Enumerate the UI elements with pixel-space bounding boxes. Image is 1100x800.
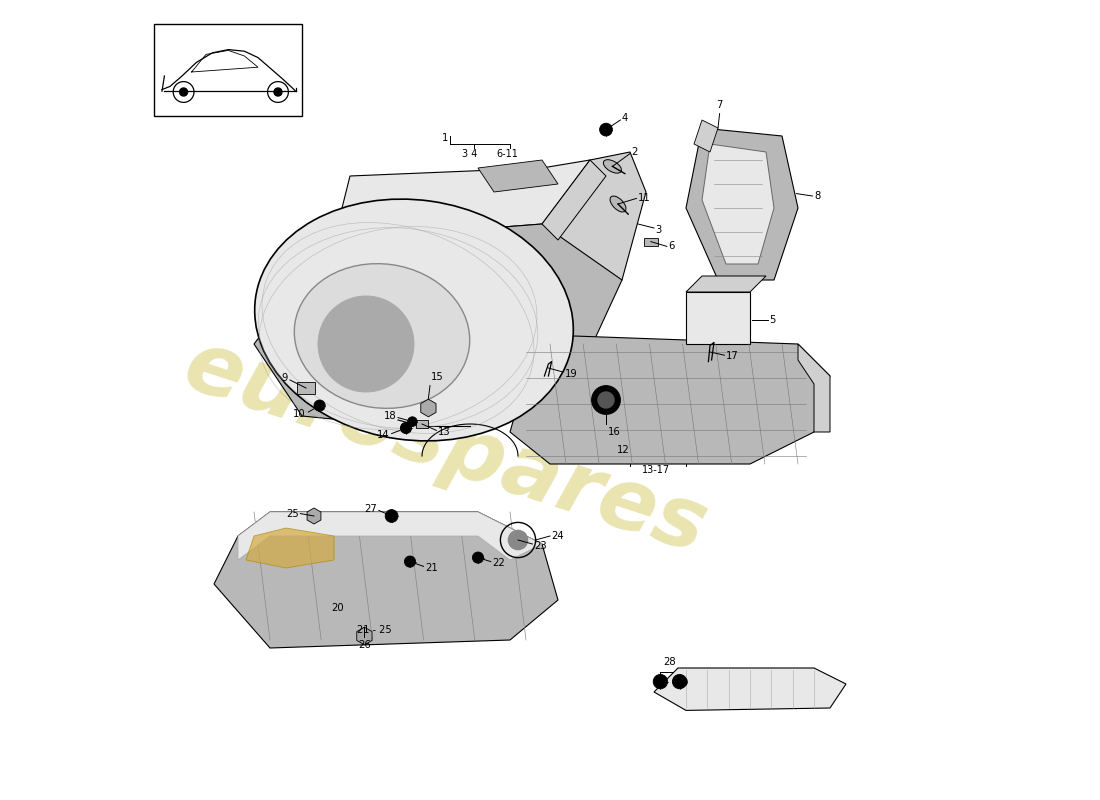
Text: 22: 22 <box>493 558 505 568</box>
Polygon shape <box>702 144 774 264</box>
Text: 30: 30 <box>654 678 667 688</box>
Polygon shape <box>798 344 830 432</box>
Circle shape <box>472 552 484 563</box>
Text: 21 - 25: 21 - 25 <box>356 625 392 634</box>
Circle shape <box>400 422 411 434</box>
Circle shape <box>653 674 668 689</box>
Text: 8: 8 <box>814 191 821 201</box>
Ellipse shape <box>295 264 470 408</box>
Polygon shape <box>542 160 606 240</box>
Circle shape <box>672 674 686 689</box>
FancyBboxPatch shape <box>416 420 428 428</box>
Text: 26: 26 <box>358 640 371 650</box>
Text: 20: 20 <box>331 603 343 613</box>
Polygon shape <box>254 224 622 432</box>
Text: 21: 21 <box>426 563 438 573</box>
Circle shape <box>592 386 620 414</box>
Polygon shape <box>246 528 334 568</box>
Text: 12: 12 <box>617 445 630 454</box>
Text: 25: 25 <box>286 509 299 518</box>
Circle shape <box>405 556 416 567</box>
Polygon shape <box>542 152 646 304</box>
Circle shape <box>600 123 613 136</box>
Text: 13-17: 13-17 <box>641 466 670 475</box>
FancyBboxPatch shape <box>297 382 315 394</box>
Circle shape <box>408 417 417 426</box>
Text: 28: 28 <box>663 658 676 667</box>
Ellipse shape <box>255 199 573 441</box>
Text: eurospares: eurospares <box>174 325 717 571</box>
Text: 6: 6 <box>669 242 674 251</box>
Text: 5: 5 <box>769 315 776 325</box>
Text: 17: 17 <box>726 351 739 361</box>
Polygon shape <box>694 120 718 152</box>
Text: 7: 7 <box>716 100 723 110</box>
Text: 18: 18 <box>384 411 396 421</box>
Text: 16: 16 <box>607 427 620 437</box>
Circle shape <box>274 88 282 96</box>
Text: 15: 15 <box>431 372 443 382</box>
Text: 10: 10 <box>294 409 306 418</box>
Text: 1: 1 <box>442 133 449 142</box>
Ellipse shape <box>610 196 626 212</box>
Text: 29: 29 <box>675 678 689 688</box>
FancyBboxPatch shape <box>686 292 750 344</box>
Circle shape <box>318 296 414 392</box>
Polygon shape <box>478 160 558 192</box>
Text: 27: 27 <box>364 504 377 514</box>
FancyBboxPatch shape <box>644 238 658 246</box>
Text: 3: 3 <box>656 225 662 234</box>
Bar <box>154 24 302 116</box>
Circle shape <box>598 392 614 408</box>
Text: 11: 11 <box>638 194 651 203</box>
Polygon shape <box>654 668 846 710</box>
Text: a prior® ts since 1985: a prior® ts since 1985 <box>284 507 544 613</box>
Polygon shape <box>214 512 558 648</box>
Circle shape <box>508 530 528 550</box>
Text: 19: 19 <box>564 369 578 378</box>
Ellipse shape <box>604 160 622 173</box>
Text: 24: 24 <box>551 531 564 541</box>
Circle shape <box>385 510 398 522</box>
Circle shape <box>314 400 326 411</box>
Text: 4: 4 <box>621 114 628 123</box>
Polygon shape <box>686 128 798 280</box>
Text: 3 4: 3 4 <box>462 149 477 158</box>
Text: 13: 13 <box>438 427 451 437</box>
Polygon shape <box>510 336 830 464</box>
Polygon shape <box>686 276 766 292</box>
Text: 23: 23 <box>534 541 547 550</box>
Text: 6-11: 6-11 <box>497 149 518 158</box>
Text: 14: 14 <box>377 430 390 440</box>
Circle shape <box>179 88 188 96</box>
Text: 9: 9 <box>282 374 287 383</box>
Polygon shape <box>334 160 590 240</box>
Polygon shape <box>238 512 542 560</box>
Text: 2: 2 <box>631 147 638 157</box>
